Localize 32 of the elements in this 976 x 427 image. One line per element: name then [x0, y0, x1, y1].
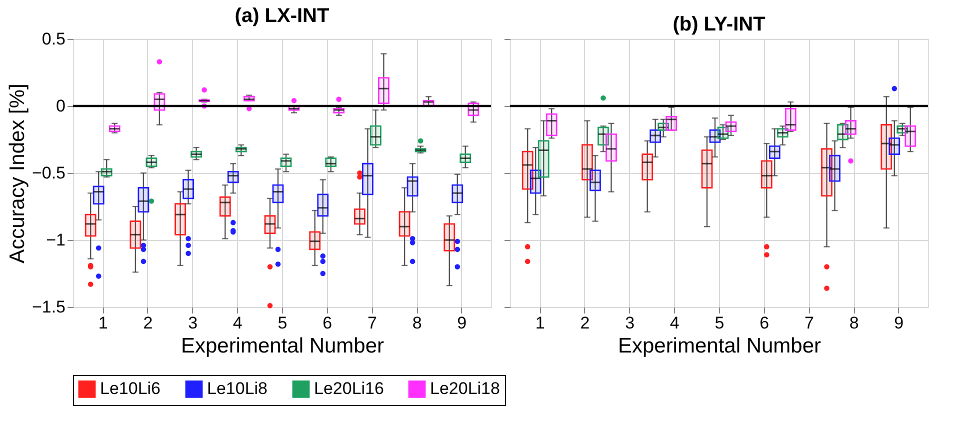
legend-label: Le20Li16 [314, 379, 384, 398]
x-tick-label: 3 [625, 314, 635, 332]
x-tick-label: 4 [670, 314, 680, 332]
x-tick-label: 6 [760, 314, 770, 332]
chart-title: (b) LY-INT [672, 14, 766, 36]
chart-title: (a) LX-INT [234, 5, 330, 27]
y-tick-label: 0.5 [42, 30, 66, 48]
x-axis-title: Experimental Number [618, 334, 822, 358]
x-tick-label: 4 [232, 314, 242, 332]
x-tick-label: 1 [98, 314, 108, 332]
x-tick-label: 2 [580, 314, 590, 332]
x-tick-label: 7 [804, 314, 814, 332]
legend-label: Le10Li8 [207, 379, 268, 398]
x-tick-label: 7 [367, 314, 377, 332]
x-tick-label: 5 [278, 314, 288, 332]
x-axis-title: Experimental Number [180, 334, 384, 358]
x-tick-label: 3 [188, 314, 198, 332]
x-tick-label: 8 [412, 314, 422, 332]
y-tick-label: −1 [46, 230, 66, 250]
x-tick-label: 1 [535, 314, 545, 332]
x-tick-label: 6 [322, 314, 332, 332]
x-tick-label: 5 [714, 314, 724, 332]
y-tick-label: 0 [56, 96, 66, 116]
legend-label: Le10Li6 [100, 379, 161, 398]
legend-label: Le20Li18 [430, 379, 500, 398]
x-tick-label: 8 [849, 314, 859, 332]
y-tick-label: −1.5 [32, 298, 66, 316]
x-tick-label: 9 [457, 314, 467, 332]
x-tick-label: 2 [143, 314, 153, 332]
x-tick-label: 9 [894, 314, 904, 332]
y-tick-label: −0.5 [32, 164, 66, 182]
y-axis-title: Accuracy Index [%] [6, 84, 29, 264]
